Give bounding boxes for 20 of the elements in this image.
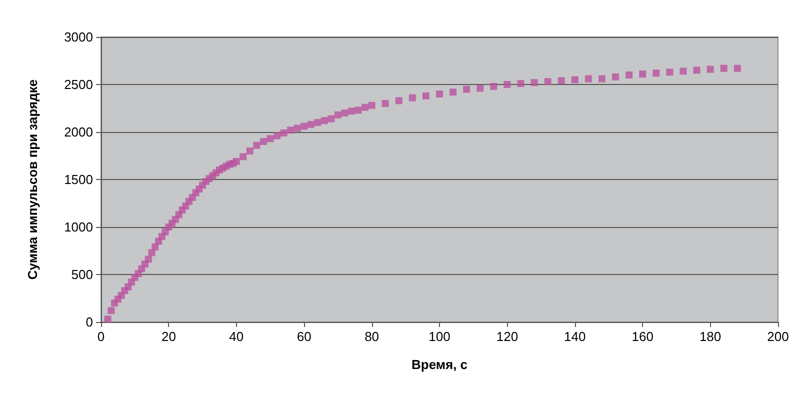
x-tick-label: 20: [161, 329, 176, 344]
y-axis-title: Сумма импульсов при зарядке: [25, 79, 40, 280]
x-tick-label: 0: [97, 329, 105, 344]
x-tick-label: 60: [296, 329, 312, 344]
x-tick-label: 100: [428, 329, 450, 344]
y-tick-label: 1500: [64, 172, 93, 187]
y-tick-label: 2500: [64, 77, 93, 92]
x-axis-title: Время, с: [411, 357, 468, 372]
x-tick-label: 200: [767, 329, 789, 344]
y-tick-label: 0: [86, 314, 93, 330]
y-tick-label: 2000: [64, 124, 93, 140]
y-tick-label: 1000: [64, 220, 93, 234]
x-tick-label: 180: [699, 329, 722, 344]
y-tick-label: 3000: [64, 30, 93, 44]
x-tick-label: 80: [364, 329, 380, 344]
x-tick-label: 160: [632, 329, 654, 344]
x-tick-label: 140: [564, 329, 586, 344]
x-tick-label: 40: [229, 329, 244, 344]
x-tick-label: 120: [496, 329, 518, 344]
y-tick-label: 500: [71, 267, 93, 282]
